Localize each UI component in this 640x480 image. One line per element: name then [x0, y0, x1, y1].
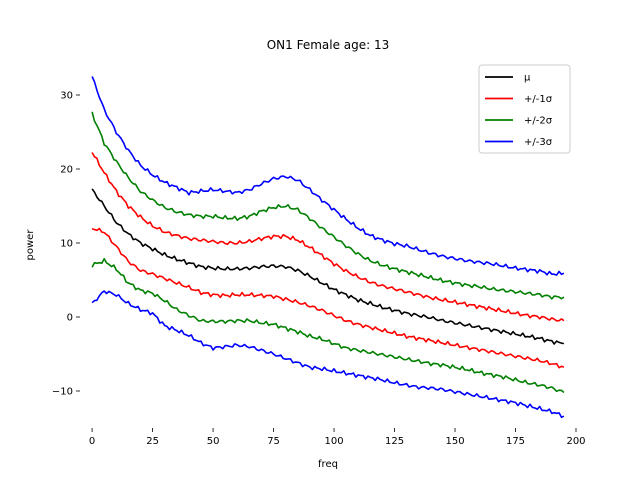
x-tick-label: 175 — [506, 436, 525, 447]
x-tick-label: 75 — [267, 436, 280, 447]
x-axis: 0 25 50 75 100 125 150 175 200 — [89, 428, 586, 447]
x-tick-label: 200 — [566, 436, 585, 447]
y-tick-label: −10 — [52, 387, 73, 398]
series-line — [91, 111, 565, 300]
legend-label: μ — [524, 73, 531, 84]
legend-box — [478, 64, 571, 154]
legend: μ +/-1σ +/-2σ +/-3σ — [478, 64, 571, 154]
y-axis-label: power — [25, 229, 36, 261]
legend-label: +/-2σ — [524, 116, 553, 127]
plot-area — [91, 76, 565, 419]
series-line — [91, 152, 565, 322]
x-tick-label: 50 — [207, 436, 220, 447]
y-tick-label: 0 — [67, 313, 73, 324]
x-tick-label: 0 — [89, 436, 95, 447]
series-line — [91, 290, 565, 419]
chart-title: ON1 Female age: 13 — [267, 38, 390, 52]
x-tick-label: 150 — [445, 436, 464, 447]
y-axis: −10 0 10 20 30 — [52, 91, 80, 398]
series-line — [91, 227, 565, 369]
x-tick-label: 100 — [325, 436, 344, 447]
series-line — [91, 257, 565, 394]
legend-label: +/-1σ — [524, 94, 553, 105]
series-line — [91, 76, 565, 276]
y-tick-label: 20 — [60, 165, 73, 176]
y-tick-label: 30 — [60, 91, 73, 102]
x-axis-label: freq — [318, 459, 338, 470]
y-tick-label: 10 — [60, 239, 73, 250]
x-tick-label: 125 — [385, 436, 404, 447]
series-line — [91, 188, 565, 345]
x-tick-label: 25 — [146, 436, 159, 447]
legend-label: +/-3σ — [524, 137, 553, 148]
